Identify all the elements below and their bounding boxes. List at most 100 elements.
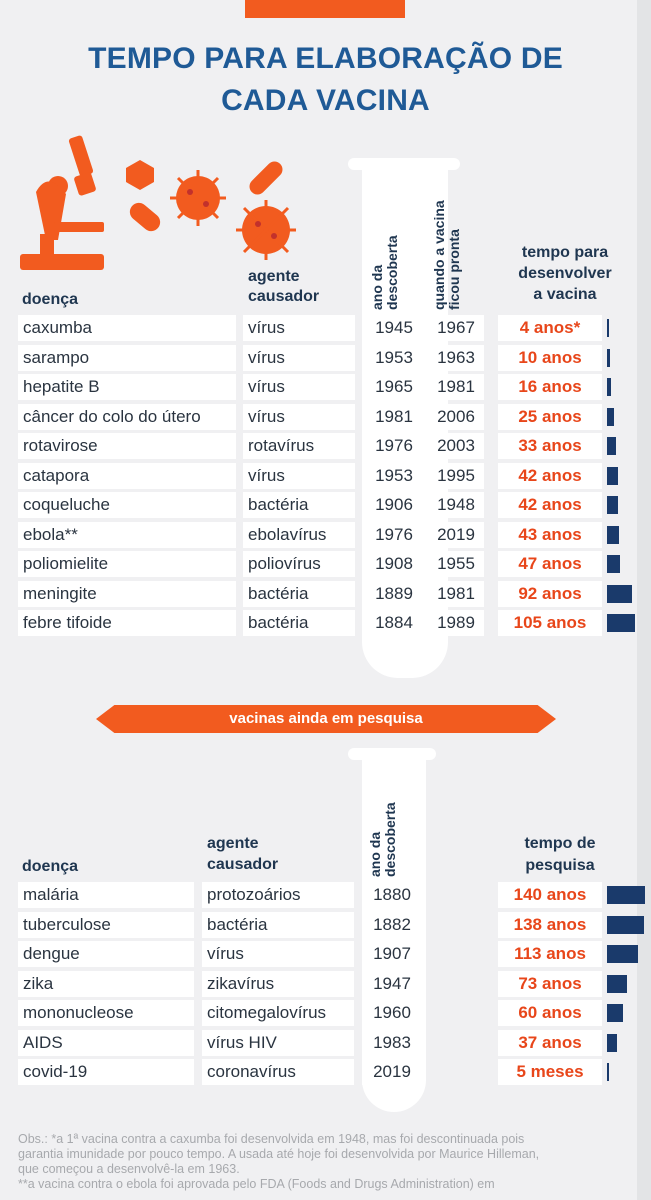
cell-discovery: 2019 — [362, 1059, 422, 1085]
table-row: malária protozoários 1880 140 anos — [0, 882, 651, 908]
table-row: poliomielite poliovírus 1908 1955 47 anos — [0, 551, 651, 577]
cell-discovery: 1981 — [364, 403, 424, 430]
cell-ready: 2019 — [428, 521, 484, 548]
header2-time-l2: pesquisa — [525, 857, 595, 874]
cell-ready: 1989 — [428, 610, 484, 636]
time-bar — [607, 407, 614, 426]
cell-agent: protozoários — [202, 882, 354, 908]
header-ready-l1: quando a vacina — [431, 200, 447, 310]
cell-ready: 2003 — [428, 433, 484, 459]
header2-discovery: ano da descoberta — [367, 772, 408, 877]
time-bar — [607, 348, 610, 367]
table-row: catapora vírus 1953 1995 42 anos — [0, 462, 651, 489]
cell-agent: vírus HIV — [202, 1029, 354, 1056]
cell-ready: 1995 — [428, 462, 484, 489]
microscope-icon — [20, 135, 104, 270]
cell-ready: 1955 — [428, 551, 484, 577]
cell-discovery: 1947 — [362, 970, 422, 997]
table-row: AIDS vírus HIV 1983 37 anos — [0, 1029, 651, 1056]
table-row: meningite bactéria 1889 1981 92 anos — [0, 580, 651, 607]
cell-agent: rotavírus — [243, 433, 355, 459]
table-row: mononucleose citomegalovírus 1960 60 anos — [0, 1000, 651, 1026]
cell-discovery: 1953 — [364, 344, 424, 371]
time-bar — [607, 614, 636, 632]
cell-time: 60 anos — [498, 1000, 602, 1026]
footnote-line2: garantia imunidade por pouco tempo. A us… — [18, 1147, 540, 1161]
header-agent-l1: agente — [248, 268, 300, 285]
cell-disease: sarampo — [18, 344, 236, 371]
page-title-line1: TEMPO PARA ELABORAÇÃO DE — [88, 42, 563, 75]
time-bar — [607, 915, 645, 934]
header2-discovery-l2: descoberta — [382, 802, 398, 877]
cell-disease: AIDS — [18, 1029, 194, 1056]
time-bar — [607, 974, 627, 993]
cell-ready: 1963 — [428, 344, 484, 371]
cell-ready: 1981 — [428, 580, 484, 607]
cell-discovery: 1884 — [364, 610, 424, 636]
header-time-l1: tempo para — [521, 244, 609, 261]
header2-agent-l1: agente — [207, 835, 259, 852]
page-title-line2: CADA VACINA — [221, 84, 430, 117]
pill-icon — [126, 160, 283, 232]
cell-time: 47 anos — [498, 551, 602, 577]
header-agent-l2: causador — [248, 288, 320, 305]
table-row: câncer do colo do útero vírus 1981 2006 25 a… — [0, 403, 651, 430]
cell-disease: tuberculose — [18, 911, 194, 938]
time-bar — [607, 886, 645, 904]
cell-agent: vírus — [243, 374, 355, 400]
cell-agent: bactéria — [243, 492, 355, 518]
cell-disease: poliomielite — [18, 551, 236, 577]
time-bar — [607, 1004, 624, 1022]
header-ready: quando a vacina ficou pronta — [431, 165, 472, 310]
cell-discovery: 1908 — [364, 551, 424, 577]
cell-time: 113 anos — [498, 941, 602, 967]
cell-discovery: 1945 — [364, 315, 424, 341]
header-disease: doença — [22, 291, 79, 308]
time-bar — [607, 378, 612, 396]
cell-discovery: 1976 — [364, 521, 424, 548]
table-row: covid-19 coronavírus 2019 5 meses — [0, 1059, 651, 1085]
cell-disease: rotavirose — [18, 433, 236, 459]
cell-ready: 1981 — [428, 374, 484, 400]
cell-discovery: 1880 — [362, 882, 422, 908]
cell-time: 4 anos* — [498, 315, 602, 341]
cell-ready: 1967 — [428, 315, 484, 341]
cell-agent: vírus — [202, 941, 354, 967]
header-discovery: ano da descoberta — [369, 205, 410, 310]
footnote-line1: Obs.: *a 1ª vacina contra a caxumba foi … — [18, 1132, 525, 1146]
cell-disease: catapora — [18, 462, 236, 489]
table-row: rotavirose rotavírus 1976 2003 33 anos — [0, 433, 651, 459]
time-bar — [607, 437, 616, 455]
footnote-line3: que começou a desenvolvê-la em 1963. — [18, 1162, 240, 1176]
time-bar — [607, 1033, 617, 1052]
cell-disease: zika — [18, 970, 194, 997]
header-discovery-l1: ano da — [369, 264, 385, 310]
table-row: dengue vírus 1907 113 anos — [0, 941, 651, 967]
cell-agent: citomegalovírus — [202, 1000, 354, 1026]
cell-disease: câncer do colo do útero — [18, 403, 236, 430]
cell-discovery: 1960 — [362, 1000, 422, 1026]
top-accent-bar — [245, 0, 405, 18]
cell-disease: mononucleose — [18, 1000, 194, 1026]
table-row: tuberculose bactéria 1882 138 anos — [0, 911, 651, 938]
cell-agent: poliovírus — [243, 551, 355, 577]
cell-discovery: 1965 — [364, 374, 424, 400]
cell-agent: bactéria — [243, 580, 355, 607]
cell-time: 37 anos — [498, 1029, 602, 1056]
cell-time: 25 anos — [498, 403, 602, 430]
header-discovery-l2: descoberta — [384, 235, 400, 310]
cell-time: 5 meses — [498, 1059, 602, 1085]
header-ready-l2: ficou pronta — [446, 229, 462, 310]
header-time-l3: a vacina — [533, 286, 597, 303]
cell-time: 73 anos — [498, 970, 602, 997]
cell-disease: meningite — [18, 580, 236, 607]
cell-agent: vírus — [243, 403, 355, 430]
cell-agent: bactéria — [202, 911, 354, 938]
cell-discovery: 1976 — [364, 433, 424, 459]
cell-time: 42 anos — [498, 492, 602, 518]
research-banner: vacinas ainda em pesquisa — [96, 705, 556, 733]
cell-agent: coronavírus — [202, 1059, 354, 1085]
cell-agent: zikavírus — [202, 970, 354, 997]
time-bar — [607, 555, 620, 573]
cell-disease: ebola** — [18, 521, 236, 548]
